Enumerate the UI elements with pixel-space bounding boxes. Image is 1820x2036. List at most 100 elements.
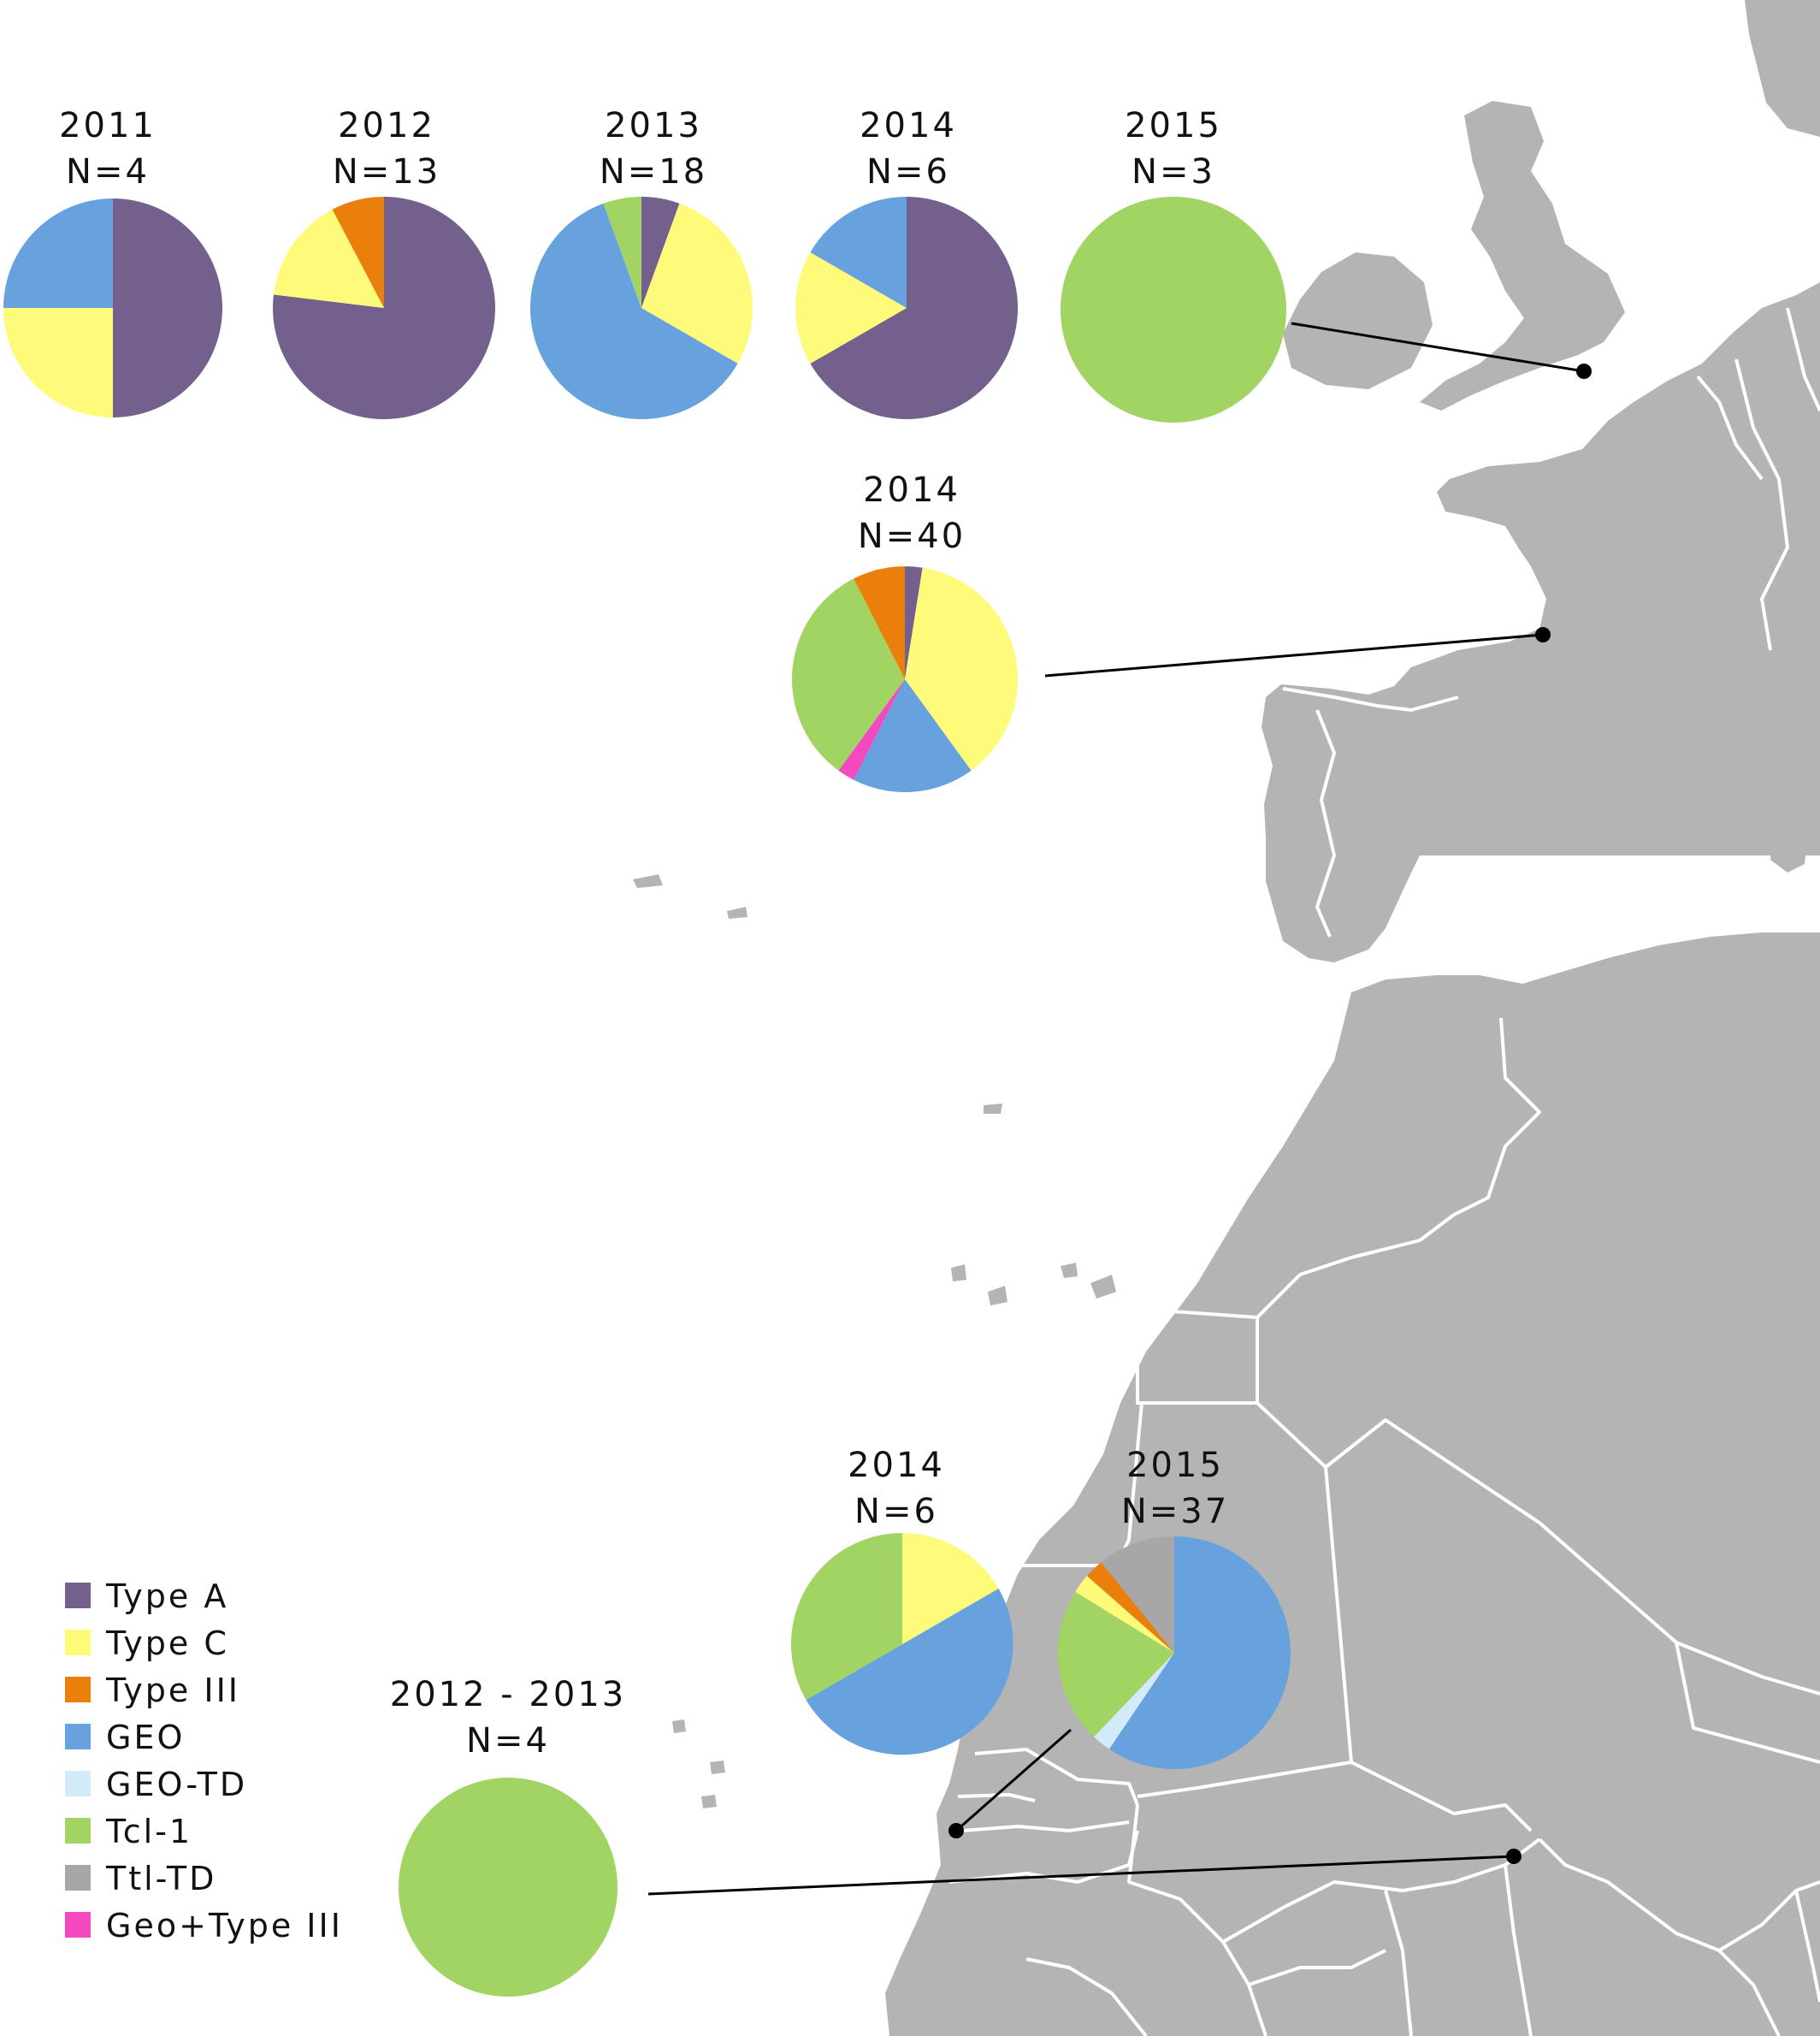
pie-slice-ttl-td	[1101, 1536, 1174, 1653]
pie-slice-type-iii	[854, 566, 905, 679]
border-benelux	[1696, 375, 1764, 481]
land-africa	[885, 932, 1820, 2036]
legend: Type A Type C Type III GEO GEO-TD Tcl-1 …	[65, 1577, 343, 1944]
pie-slice-geo-td	[1093, 1653, 1174, 1749]
country-borders	[948, 307, 1820, 2036]
pie-year-label: 2013	[605, 106, 702, 145]
land-canary-1	[1090, 1275, 1116, 1299]
location-dot-uk	[1576, 364, 1592, 379]
pie-uk-2013: 2013 N=18	[529, 106, 753, 420]
pie-charts: 2011N=42012N=132013N=182014N=62015N=3201…	[3, 106, 1291, 1997]
pie-year-label: 2015	[1125, 106, 1222, 145]
land-canary-3	[988, 1286, 1008, 1305]
land-scandinavia	[1745, 0, 1820, 137]
pie-slice-geo	[854, 679, 972, 792]
border-mali-north	[1137, 1466, 1353, 1798]
pie-slice-tcl-1	[791, 1533, 902, 1700]
legend-item-geo-td: GEO-TD	[65, 1766, 245, 1803]
border-france-spain	[1282, 687, 1459, 712]
pie-slice-tcl-1	[791, 578, 905, 771]
pie-connectors	[647, 322, 1592, 1896]
border-w-sahara-mauritania-north	[1137, 1307, 1259, 1403]
pie-n-label: N=40	[858, 517, 966, 556]
border-ivory-coast	[1248, 1949, 1386, 1986]
pie-slice-type-a	[113, 198, 222, 417]
pie-n-label: N=4	[66, 152, 150, 192]
border-sierra-leone	[1025, 1957, 1148, 2036]
connector-line-france	[1044, 633, 1544, 678]
legend-item-tcl-1: Tcl-1	[65, 1813, 192, 1850]
legend-label-geo-type-iii: Geo+Type III	[106, 1907, 343, 1944]
pie-uk-2011: 2011 N=4	[3, 106, 222, 417]
land-madeira	[984, 1104, 1002, 1114]
border-germany-west	[1786, 307, 1820, 411]
legend-item-geo-type-iii: Geo+Type III	[65, 1907, 343, 1944]
land-cape-verde-2	[710, 1761, 725, 1774]
pie-slice-type-iii	[1086, 1562, 1174, 1653]
border-central	[1794, 1890, 1820, 2003]
legend-swatch-geo-td	[65, 1771, 91, 1796]
pie-senegal-2015: 2015 N=37	[1057, 1446, 1291, 1769]
land-azores-2	[727, 907, 748, 919]
border-mauritania-algeria	[1256, 1401, 1541, 1524]
legend-item-geo: GEO	[65, 1719, 182, 1756]
border-france-east	[1734, 358, 1789, 651]
land-balearic-1	[1606, 828, 1651, 854]
connector-france	[1044, 627, 1551, 678]
pie-slice-tcl-1	[1057, 1591, 1174, 1737]
land-azores-1	[633, 874, 663, 888]
pie-slice-geo-type-iii	[838, 679, 905, 780]
border-senegal-north	[974, 1748, 1139, 1806]
land-cape-verde-3	[701, 1795, 717, 1808]
pie-slice-type-a	[905, 566, 923, 679]
pie-slice-geo	[1108, 1536, 1291, 1769]
legend-label-tcl-1: Tcl-1	[105, 1813, 192, 1850]
border-cameroon	[1717, 1880, 1820, 1952]
land-continental-europe	[1262, 282, 1820, 962]
pie-year-label: 2015	[1126, 1446, 1224, 1485]
legend-label-type-c: Type C	[105, 1625, 229, 1662]
pie-slice-type-c	[905, 567, 1018, 771]
legend-swatch-type-a	[65, 1583, 91, 1608]
connector-line-uk	[1291, 322, 1585, 373]
pie-slice-type-c	[1075, 1576, 1174, 1653]
pie-n-label: N=18	[600, 152, 707, 192]
pie-slice-geo	[529, 203, 738, 420]
pie-slice-type-c	[641, 203, 753, 364]
pie-year-label: 2012 - 2013	[390, 1675, 626, 1714]
legend-item-type-c: Type C	[65, 1625, 229, 1662]
border-nigeria	[1538, 1838, 1781, 2036]
pie-slice-type-c	[3, 308, 113, 417]
connector-uk	[1291, 322, 1592, 379]
legend-swatch-type-c	[65, 1630, 91, 1655]
pie-slice-type-c	[902, 1533, 999, 1644]
legend-swatch-geo	[65, 1724, 91, 1749]
pie-n-label: N=6	[866, 152, 950, 192]
legend-item-type-iii: Type III	[65, 1672, 238, 1709]
legend-swatch-ttl-td	[65, 1865, 91, 1891]
border-niger-mali	[1350, 1761, 1533, 1832]
location-dot-niger	[1506, 1849, 1522, 1864]
land-sardinia	[1770, 804, 1809, 873]
pie-n-label: N=6	[854, 1492, 938, 1531]
border-mali-south	[1127, 1804, 1268, 2036]
border-ghana	[1384, 1890, 1413, 2036]
land-great-britain	[1420, 101, 1625, 411]
pie-n-label: N=3	[1132, 152, 1215, 192]
pie-slice-tcl-1	[603, 197, 641, 308]
pie-slice-geo	[810, 197, 907, 308]
pie-slice-type-c	[273, 209, 384, 308]
land-corsica	[1786, 723, 1811, 766]
border-spain-portugal	[1315, 709, 1336, 938]
legend-swatch-geo-type-iii	[65, 1912, 91, 1938]
pie-senegal-2014: 2014 N=6	[791, 1446, 1013, 1755]
border-mauritania-mali	[992, 1401, 1257, 1567]
legend-swatch-tcl-1	[65, 1818, 91, 1844]
land-canary-2	[1061, 1263, 1078, 1278]
pie-n-label: N=37	[1121, 1492, 1229, 1531]
pie-year-label: 2011	[59, 106, 157, 145]
legend-swatch-type-iii	[65, 1677, 91, 1702]
pie-n-label: N=4	[466, 1721, 550, 1761]
pie-uk-2015: 2015 N=3	[1061, 106, 1286, 423]
land-ireland	[1283, 252, 1433, 389]
